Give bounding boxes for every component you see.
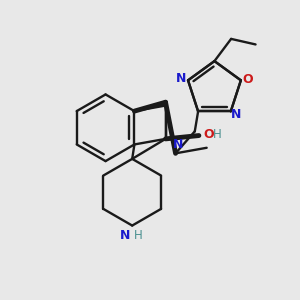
Text: H: H bbox=[213, 128, 222, 141]
Text: N: N bbox=[120, 229, 131, 242]
Text: N: N bbox=[231, 108, 242, 121]
Text: O: O bbox=[242, 73, 253, 86]
Text: N: N bbox=[176, 72, 187, 85]
Text: N: N bbox=[172, 138, 183, 151]
Text: H: H bbox=[134, 229, 142, 242]
Text: O: O bbox=[203, 128, 214, 141]
